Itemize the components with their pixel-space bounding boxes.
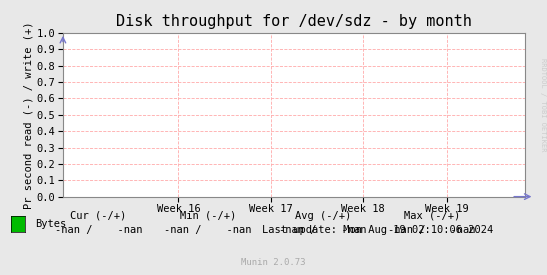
Text: Bytes: Bytes: [36, 219, 67, 229]
Text: -nan /    -nan: -nan / -nan: [164, 225, 252, 235]
Text: -nan /    -nan: -nan / -nan: [55, 225, 142, 235]
Text: Max (-/+): Max (-/+): [404, 211, 460, 221]
Text: RRDTOOL / TOBI OETIKER: RRDTOOL / TOBI OETIKER: [540, 58, 546, 151]
Title: Disk throughput for /dev/sdz - by month: Disk throughput for /dev/sdz - by month: [116, 14, 472, 29]
Y-axis label: Pr second read (-) / write (+): Pr second read (-) / write (+): [24, 21, 34, 208]
Text: -nan /    -nan: -nan / -nan: [279, 225, 366, 235]
Text: Min (-/+): Min (-/+): [180, 211, 236, 221]
Text: Avg (-/+): Avg (-/+): [295, 211, 351, 221]
Text: Munin 2.0.73: Munin 2.0.73: [241, 258, 306, 267]
Text: Last update: Mon Aug 19 02:10:06 2024: Last update: Mon Aug 19 02:10:06 2024: [262, 225, 493, 235]
Text: Cur (-/+): Cur (-/+): [71, 211, 126, 221]
Text: -nan /    -nan: -nan / -nan: [388, 225, 476, 235]
